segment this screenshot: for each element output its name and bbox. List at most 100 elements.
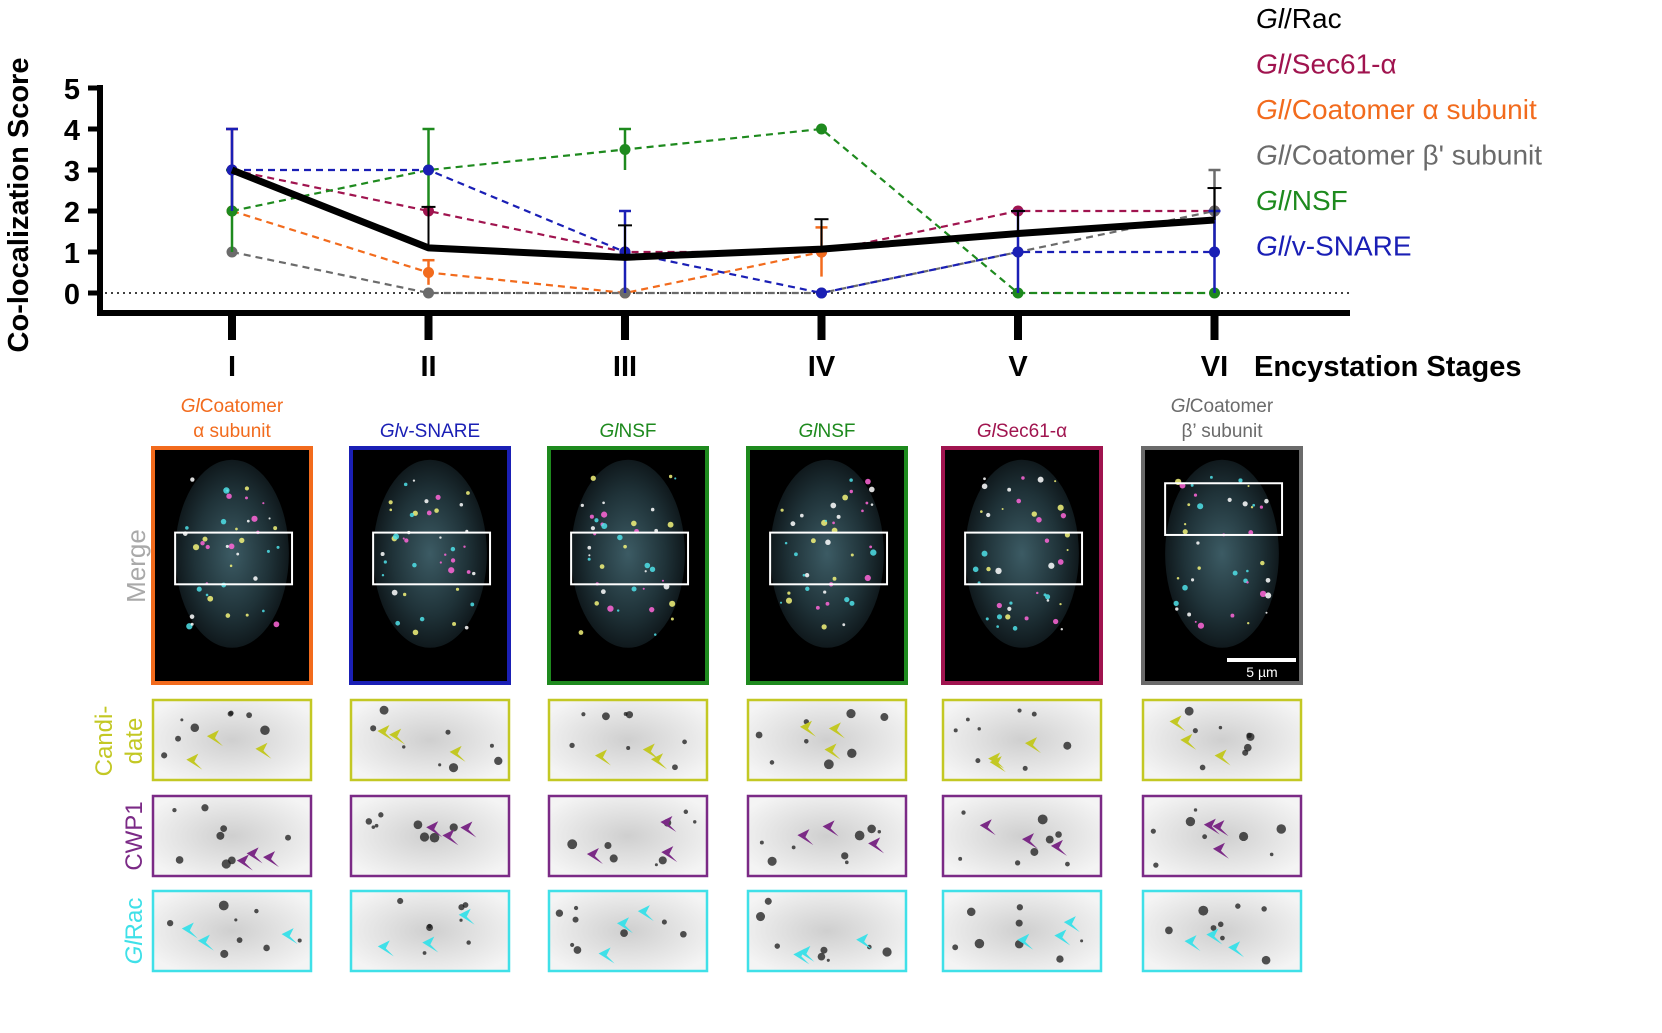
merge-puncta <box>981 550 988 557</box>
legend-prefix: Gl <box>1256 231 1285 262</box>
merge-puncta <box>1196 541 1200 545</box>
candidate-punctum <box>260 725 270 736</box>
rac-panel-bg <box>549 891 707 971</box>
merge-puncta <box>205 544 210 550</box>
rac-punctum <box>236 937 243 944</box>
row-label-merge: Merge <box>121 529 151 603</box>
rac-arrowhead <box>197 934 214 951</box>
merge-puncta <box>631 520 637 527</box>
cwp1-punctum <box>175 856 184 864</box>
merge-puncta <box>972 566 979 573</box>
merge-puncta <box>1252 503 1256 507</box>
rac-punctum <box>1198 905 1209 916</box>
merge-puncta <box>780 508 784 512</box>
merge-puncta <box>455 587 460 591</box>
candidate-arrowhead <box>828 722 845 739</box>
cell-body <box>373 459 487 648</box>
cwp1-panel-frame <box>746 794 908 878</box>
row-label-rac-prefix: Gl <box>121 940 148 965</box>
merge-puncta <box>669 600 676 607</box>
merge-puncta <box>587 545 592 550</box>
merge-puncta <box>995 567 1002 575</box>
cwp1-punctum <box>1065 861 1070 867</box>
candidate-panel-bg <box>943 700 1101 780</box>
mean-polyline <box>230 166 1215 261</box>
data-point <box>1209 246 1220 258</box>
candidate-panel-frame <box>151 698 313 782</box>
cwp1-panel-frame <box>1141 794 1303 878</box>
rac-punctum <box>1080 939 1084 943</box>
merge-puncta <box>439 561 442 564</box>
merge-puncta <box>1183 523 1187 526</box>
data-point <box>619 144 631 155</box>
merge-puncta <box>850 553 854 557</box>
legend-prefix: Gl <box>1256 140 1285 171</box>
column-label-line2: β’ subunit <box>1182 421 1264 442</box>
column-label-name: NSF <box>619 421 657 442</box>
merge-frame <box>1141 446 1303 685</box>
candidate-punctum <box>448 763 459 773</box>
merge-puncta <box>1182 529 1188 535</box>
candidate-punctum <box>953 728 958 733</box>
merge-puncta <box>466 570 471 574</box>
merge-puncta <box>1197 503 1204 510</box>
series-coatomer-subunit <box>226 168 1221 299</box>
merge-puncta <box>779 601 783 604</box>
cwp1-punctum <box>419 832 430 842</box>
merge-puncta <box>262 609 265 613</box>
candidate-punctum <box>625 711 634 719</box>
candidate-punctum <box>175 735 182 742</box>
x-tick-label: V <box>1008 351 1028 383</box>
merge-puncta <box>849 489 853 494</box>
merge-puncta <box>1227 497 1232 502</box>
rac-arrowhead <box>1206 928 1223 945</box>
cwp1-punctum <box>683 809 689 815</box>
rac-panel-bg <box>943 891 1101 971</box>
cwp1-punctum <box>841 852 849 860</box>
merge-puncta <box>865 501 869 505</box>
candidate-punctum <box>1022 765 1028 771</box>
legend-entry: Gl/v-SNARE <box>1256 231 1412 262</box>
cwp1-arrowhead <box>442 829 459 846</box>
merge-puncta <box>196 586 202 592</box>
rac-punctum <box>555 909 564 917</box>
data-point <box>423 267 434 278</box>
y-tick-label: 5 <box>64 74 80 106</box>
merge-frame <box>151 446 313 685</box>
candidate-punctum <box>494 756 503 766</box>
legend-entry: Gl/Sec61-α <box>1256 49 1397 80</box>
merge-puncta <box>1190 483 1194 487</box>
merge-puncta <box>472 571 476 576</box>
column-label: GlCoatomer <box>1171 396 1274 417</box>
merge-puncta <box>1036 517 1042 523</box>
cwp1-panel-bg <box>1143 796 1301 876</box>
cell-body <box>1165 459 1279 648</box>
merge-puncta <box>1265 611 1268 614</box>
legend-prefix: Gl <box>1256 49 1285 80</box>
merge-puncta <box>623 544 627 549</box>
y-axis-label: Co-localization Score <box>3 58 35 353</box>
rac-punctum <box>882 947 892 957</box>
merge-puncta <box>444 553 447 556</box>
merge-puncta <box>1001 508 1004 511</box>
merge-puncta <box>870 503 874 506</box>
cwp1-punctum <box>654 863 658 867</box>
panel-column: GlNSF <box>547 421 709 973</box>
cwp1-punctum <box>791 845 796 850</box>
merge-puncta <box>403 592 407 597</box>
legend-prefix: Gl <box>1256 94 1285 125</box>
candidate-punctum <box>602 712 610 721</box>
merge-puncta <box>1265 592 1272 599</box>
candidate-punctum <box>626 745 631 750</box>
candidate-punctum <box>569 742 575 749</box>
merge-puncta <box>784 541 788 545</box>
merge-puncta <box>404 538 409 543</box>
merge-puncta <box>1054 480 1057 483</box>
merge-puncta <box>450 558 456 563</box>
column-label: GlNSF <box>799 421 856 442</box>
merge-puncta <box>868 486 875 493</box>
merge-puncta <box>268 517 271 520</box>
merge-puncta <box>1194 620 1197 623</box>
cwp1-punctum <box>958 856 963 861</box>
